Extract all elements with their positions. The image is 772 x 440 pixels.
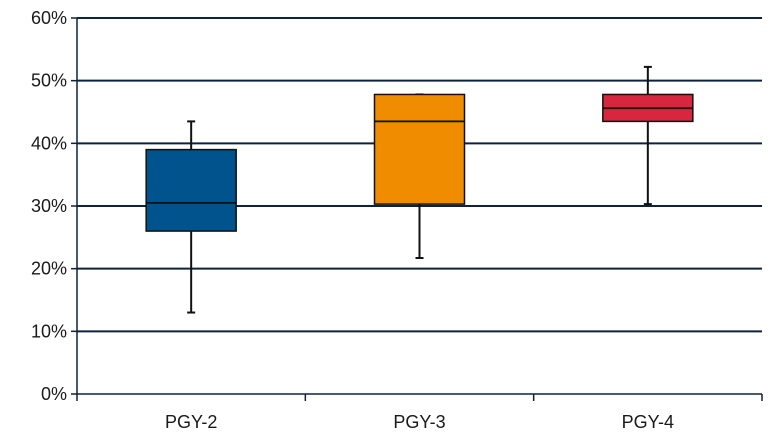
- x-tick-label: PGY-4: [622, 412, 674, 432]
- y-tick-label: 50%: [31, 71, 67, 91]
- x-tick-label: PGY-3: [393, 412, 445, 432]
- axes: [71, 17, 763, 401]
- box-pgy-3: [373, 93, 466, 260]
- x-tick-label: PGY-2: [165, 412, 217, 432]
- y-tick-label: 0%: [41, 384, 67, 404]
- y-tick-label: 30%: [31, 196, 67, 216]
- y-axis-tick-labels: 0% 10% 20% 30% 40% 50% 60%: [31, 8, 67, 404]
- y-tick-label: 60%: [31, 8, 67, 28]
- box-pgy-2: [145, 120, 237, 314]
- iqr-box: [145, 148, 237, 232]
- y-tick-label: 40%: [31, 133, 67, 153]
- x-axis-tick-labels: PGY-2 PGY-3 PGY-4: [165, 412, 674, 432]
- boxes: [145, 65, 694, 314]
- y-tick-label: 20%: [31, 259, 67, 279]
- iqr-box: [373, 93, 466, 205]
- y-tick-label: 10%: [31, 321, 67, 341]
- box-pgy-4: [602, 65, 694, 206]
